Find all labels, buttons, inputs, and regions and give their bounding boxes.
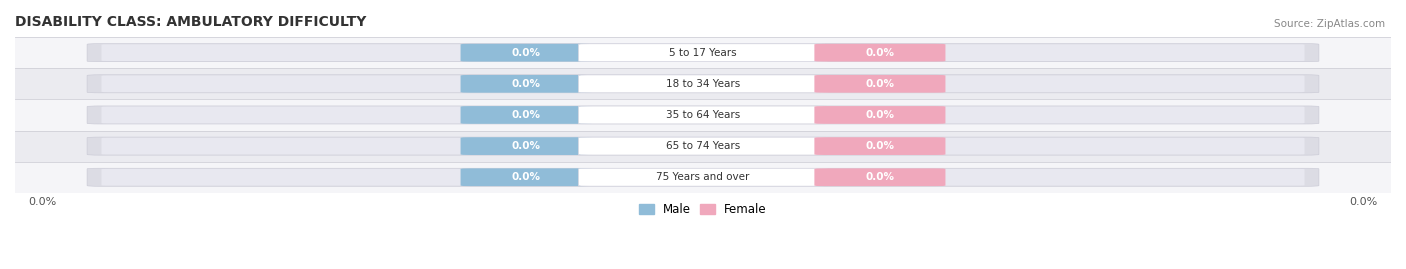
FancyBboxPatch shape [814, 168, 945, 186]
Text: 18 to 34 Years: 18 to 34 Years [666, 79, 740, 89]
Text: 0.0%: 0.0% [866, 172, 894, 182]
Bar [15, 99, 1391, 130]
FancyBboxPatch shape [461, 44, 592, 62]
FancyBboxPatch shape [87, 75, 1319, 93]
Text: 65 to 74 Years: 65 to 74 Years [666, 141, 740, 151]
Text: 0.0%: 0.0% [512, 48, 540, 58]
Text: DISABILITY CLASS: AMBULATORY DIFFICULTY: DISABILITY CLASS: AMBULATORY DIFFICULTY [15, 15, 367, 29]
Text: 35 to 64 Years: 35 to 64 Years [666, 110, 740, 120]
FancyBboxPatch shape [101, 76, 1305, 92]
FancyBboxPatch shape [461, 137, 592, 155]
Text: 0.0%: 0.0% [1350, 197, 1378, 207]
FancyBboxPatch shape [814, 75, 945, 93]
Text: 0.0%: 0.0% [866, 141, 894, 151]
FancyBboxPatch shape [814, 44, 945, 62]
Bar [15, 130, 1391, 162]
FancyBboxPatch shape [101, 44, 1305, 61]
Text: 0.0%: 0.0% [866, 110, 894, 120]
Text: Source: ZipAtlas.com: Source: ZipAtlas.com [1274, 19, 1385, 29]
FancyBboxPatch shape [578, 44, 828, 62]
FancyBboxPatch shape [814, 106, 945, 124]
FancyBboxPatch shape [578, 168, 828, 186]
Text: 0.0%: 0.0% [866, 48, 894, 58]
Bar [15, 162, 1391, 193]
Bar [15, 68, 1391, 99]
Text: 0.0%: 0.0% [866, 79, 894, 89]
FancyBboxPatch shape [578, 137, 828, 155]
FancyBboxPatch shape [101, 107, 1305, 123]
FancyBboxPatch shape [87, 106, 1319, 124]
FancyBboxPatch shape [578, 75, 828, 93]
FancyBboxPatch shape [87, 44, 1319, 62]
FancyBboxPatch shape [461, 168, 592, 186]
Legend: Male, Female: Male, Female [634, 199, 772, 221]
Text: 0.0%: 0.0% [512, 79, 540, 89]
Text: 0.0%: 0.0% [512, 172, 540, 182]
Text: 5 to 17 Years: 5 to 17 Years [669, 48, 737, 58]
FancyBboxPatch shape [87, 168, 1319, 186]
FancyBboxPatch shape [461, 75, 592, 93]
Text: 75 Years and over: 75 Years and over [657, 172, 749, 182]
FancyBboxPatch shape [87, 137, 1319, 155]
FancyBboxPatch shape [461, 106, 592, 124]
FancyBboxPatch shape [814, 137, 945, 155]
Text: 0.0%: 0.0% [28, 197, 56, 207]
Text: 0.0%: 0.0% [512, 141, 540, 151]
FancyBboxPatch shape [101, 138, 1305, 154]
Text: 0.0%: 0.0% [512, 110, 540, 120]
FancyBboxPatch shape [101, 169, 1305, 186]
Bar [15, 37, 1391, 68]
FancyBboxPatch shape [578, 106, 828, 124]
